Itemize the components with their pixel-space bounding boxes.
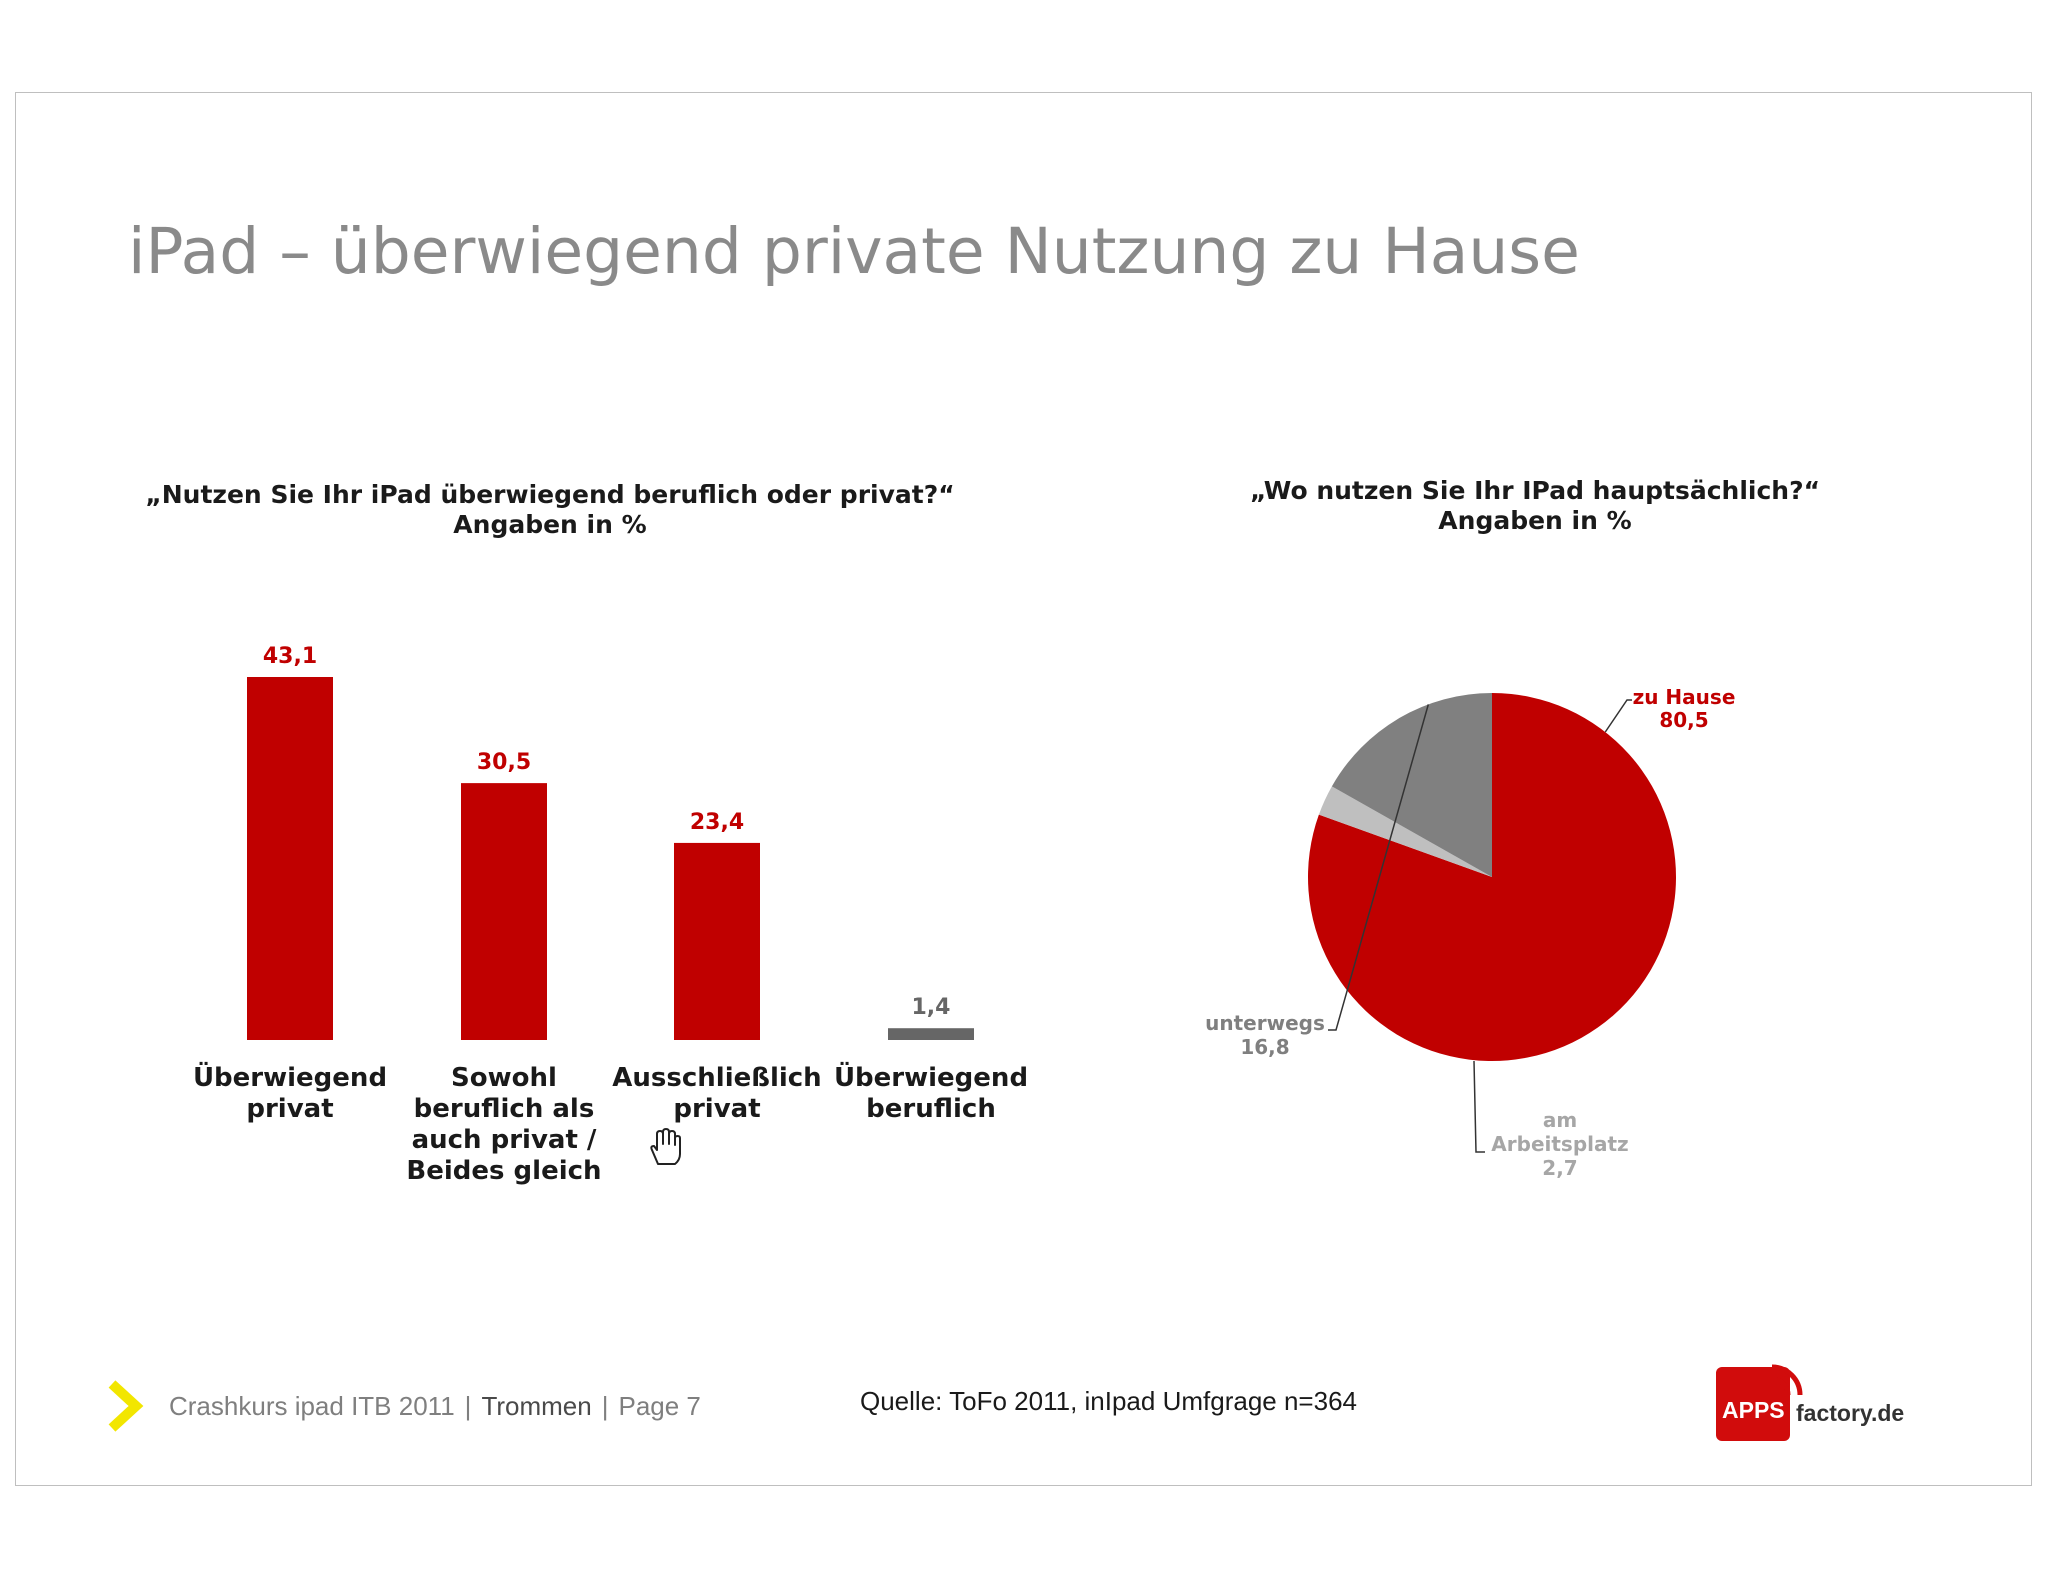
bar-category-line: privat [673, 1094, 761, 1124]
pie-chart-title-line2: Angaben in % [1438, 506, 1632, 535]
bar-category-line: Überwiegend [192, 1063, 388, 1093]
pie-chart-title: „Wo nutzen Sie Ihr IPad hauptsächlich?“ … [1215, 476, 1855, 536]
pie-slice-label: 2,7 [1542, 1156, 1577, 1180]
footer: Crashkurs ipad ITB 2011 | Trommen | Page 7 [169, 1391, 701, 1422]
bar-category-line: Sowohl [451, 1063, 557, 1093]
slide-title: iPad – überwiegend private Nutzung zu Ha… [128, 215, 1580, 288]
bar-1 [461, 783, 547, 1040]
pie-slice-1 [1318, 786, 1492, 877]
pie-slice-2 [1331, 693, 1492, 877]
bar-value-label: 1,4 [912, 995, 951, 1020]
bar-value-label: 30,5 [477, 750, 531, 775]
bar-category-line: beruflich [866, 1094, 996, 1124]
signal-waves-icon [1771, 1364, 1803, 1396]
pie-slice-label: Arbeitsplatz [1491, 1132, 1628, 1156]
bar-category-line: privat [246, 1094, 334, 1124]
slide-frame [15, 92, 2032, 1486]
bar-category-line: Überwiegend [833, 1063, 1029, 1093]
pie-leader-line [1604, 699, 1632, 733]
hand-cursor-icon [650, 1128, 681, 1165]
bar-category-label: Ausschließlich privat [602, 1063, 832, 1125]
footer-page: Page 7 [618, 1391, 701, 1421]
bar-chart-title-line1: „Nutzen Sie Ihr iPad überwiegend berufli… [145, 480, 955, 509]
bar-category-line: auch privat / [411, 1125, 597, 1155]
bar-0 [247, 677, 333, 1040]
footer-separator: | [601, 1391, 609, 1421]
pie-leader-line [1473, 1060, 1485, 1153]
bar-3 [888, 1028, 974, 1040]
pie-slice-label: 16,8 [1240, 1035, 1289, 1059]
bar-category-line: Ausschließlich [612, 1063, 822, 1093]
pie-chart-title-line1: „Wo nutzen Sie Ihr IPad hauptsächlich?“ [1249, 476, 1821, 505]
footer-separator: | [464, 1391, 472, 1421]
chevron-right-icon [108, 1380, 144, 1432]
bar-chart-title: „Nutzen Sie Ihr iPad überwiegend berufli… [140, 480, 960, 540]
bar-category-label: Überwiegend privat [175, 1063, 405, 1125]
logo-factory-text: factory.de [1796, 1400, 1905, 1426]
bar-value-label: 23,4 [690, 810, 744, 835]
pie-slice-label: zu Hause [1633, 685, 1736, 709]
bar-chart-title-line2: Angaben in % [453, 510, 647, 539]
pie-slice-label: 80,5 [1659, 708, 1708, 732]
logo-apps-text: APPS [1722, 1397, 1785, 1423]
bar-value-label: 43,1 [263, 644, 317, 669]
pie-slice-label: am [1543, 1108, 1577, 1132]
bar-category-line: beruflich als [413, 1094, 595, 1124]
source-note: Quelle: ToFo 2011, inIpad Umfgrage n=364 [860, 1386, 1357, 1416]
footer-course: Crashkurs ipad ITB 2011 [169, 1391, 455, 1421]
pie-leader-line [1328, 704, 1430, 1031]
appsfactory-logo: APPS factory.de [1716, 1357, 1916, 1443]
footer-author: Trommen [481, 1391, 592, 1421]
bar-category-label: Sowohl beruflich als auch privat / Beides g… [389, 1063, 619, 1187]
pie-slice-label: unterwegs [1205, 1011, 1325, 1035]
bar-2 [674, 842, 760, 1040]
bar-category-line: Beides gleich [406, 1156, 602, 1186]
bar-category-label: Überwiegend beruflich [816, 1063, 1046, 1125]
